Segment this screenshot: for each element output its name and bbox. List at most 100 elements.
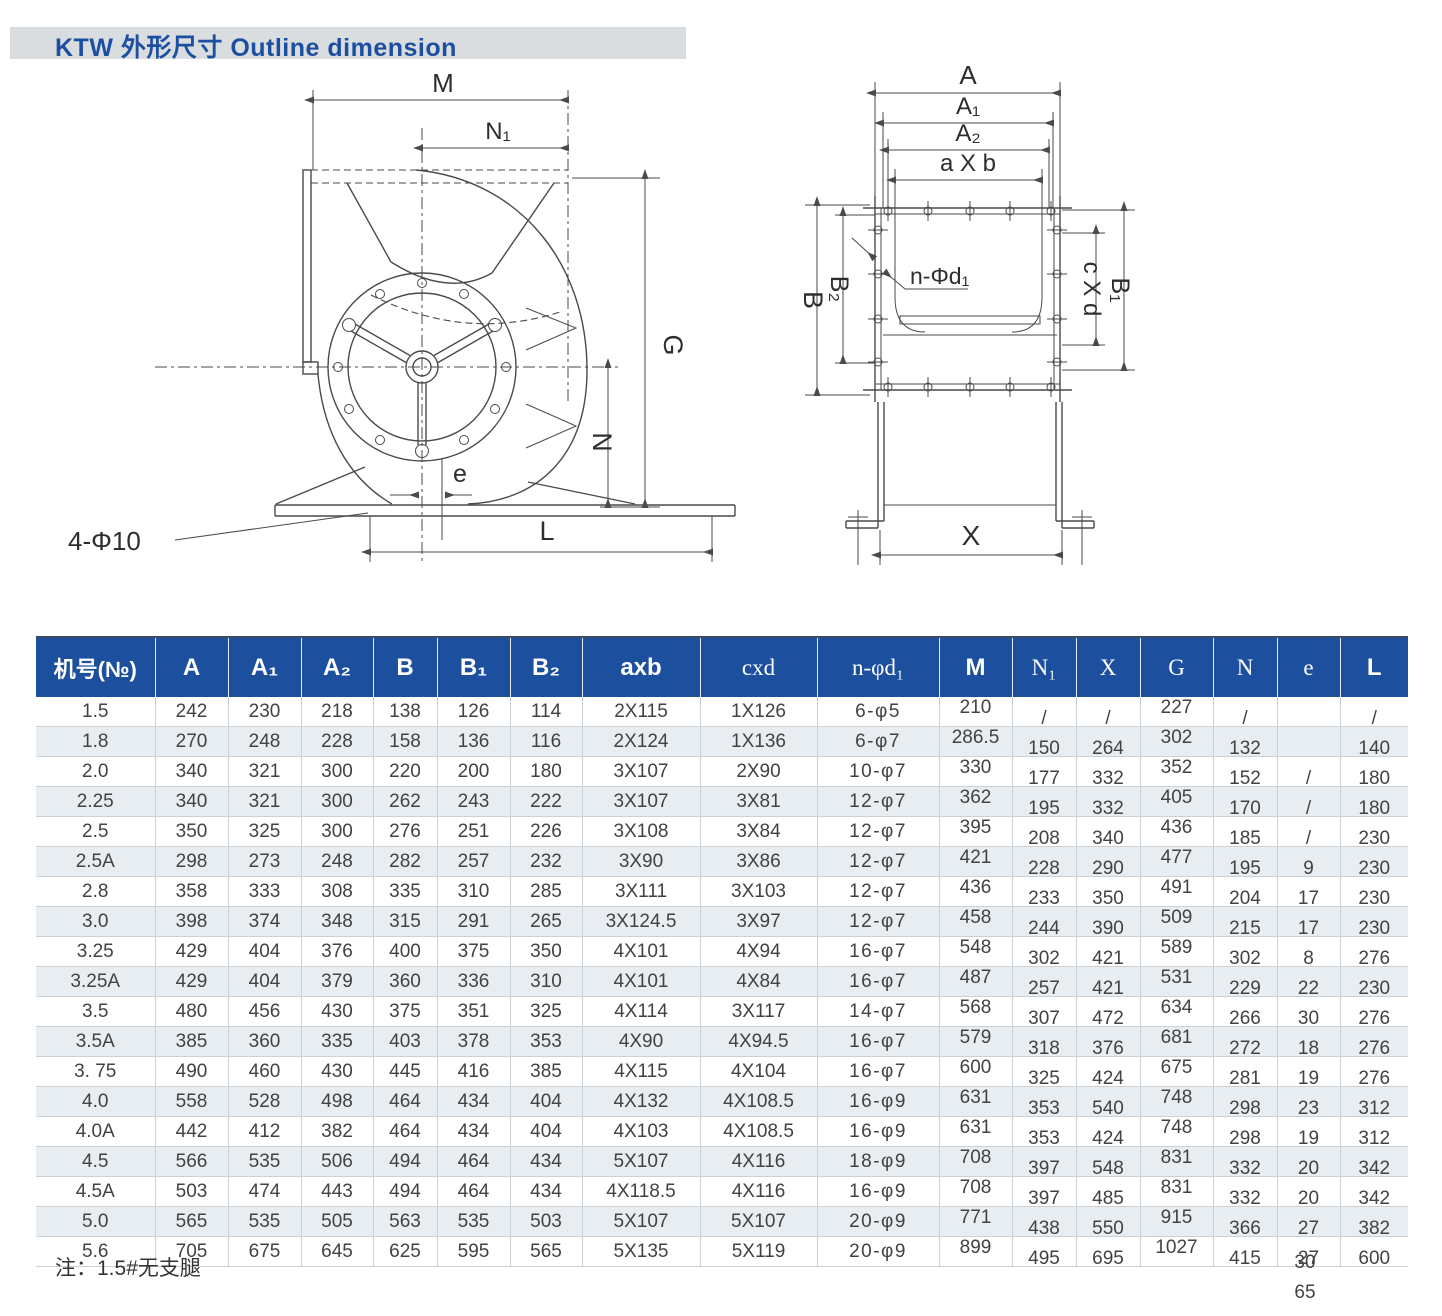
table-cell: 210 (939, 693, 1013, 723)
table-cell: 222 (510, 786, 583, 817)
table-cell: 540 (1076, 1093, 1141, 1124)
table-cell: 318 (1012, 1033, 1077, 1064)
table-cell: 300 (301, 786, 374, 817)
table-cell: 430 (301, 1056, 374, 1087)
table-cell: 23 (1277, 1093, 1341, 1124)
table-cell: 350 (510, 936, 583, 967)
table-cell: 397 (1012, 1153, 1077, 1184)
table-cell: 464 (437, 1176, 511, 1207)
table-cell: 3.5 (36, 996, 156, 1027)
table-cell: 138 (373, 697, 438, 727)
table-cell: 4X116 (700, 1146, 818, 1177)
table-row: 3.0 398 374 348 315 291 265 3X124.5 3X97 12-φ7 458… (36, 902, 1408, 944)
table-row: 4.5A 503 474 443 494 464 434 4X118.5 4X116 16-φ9 7… (36, 1172, 1408, 1214)
table-cell: 4X115 (582, 1056, 701, 1087)
table-cell: 1.8 (36, 726, 156, 757)
table-cell: 352 (1140, 752, 1214, 783)
table-cell: 185 (1213, 823, 1278, 854)
table-cell: 3X124.5 (582, 906, 701, 937)
table-row: 1.8 270 248 228 158 136 116 2X124 1X136 6-φ7 286.5… (36, 722, 1408, 764)
table-cell: 3X81 (700, 786, 818, 817)
column-header-14: N (1213, 637, 1278, 697)
table-cell: 358 (155, 876, 229, 907)
table-cell: 276 (1340, 943, 1408, 974)
table-cell: 342 (1340, 1183, 1408, 1214)
table-cell: 20 (1277, 1183, 1341, 1214)
table-cell: 831 (1140, 1172, 1214, 1203)
table-cell: 490 (155, 1056, 229, 1087)
table-cell: 14-φ7 (817, 996, 940, 1027)
table-cell: 18 (1277, 1033, 1341, 1064)
dim-label-B: B (798, 291, 828, 309)
dim-label-X: X (962, 520, 981, 551)
table-cell: 434 (510, 1176, 583, 1207)
flange-bolt-holes (868, 201, 1067, 397)
table-cell: 362 (939, 782, 1013, 813)
table-cell: 360 (373, 966, 438, 997)
table-cell: 265 (510, 906, 583, 937)
table-cell: 506 (301, 1146, 374, 1177)
table-cell: 290 (1076, 853, 1141, 884)
table-cell: 375 (437, 936, 511, 967)
table-cell: 6-φ7 (817, 726, 940, 757)
table-cell: 3X111 (582, 876, 701, 907)
table-cell: 579 (939, 1022, 1013, 1053)
table-cell: 229 (1213, 973, 1278, 1004)
table-cell: 10-φ7 (817, 756, 940, 787)
table-cell: 332 (1213, 1153, 1278, 1184)
table-cell: 20 (1277, 1153, 1341, 1184)
table-cell: 503 (155, 1176, 229, 1207)
table-cell: 378 (437, 1026, 511, 1057)
table-cell: 445 (373, 1056, 438, 1087)
table-cell: 177 (1012, 763, 1077, 794)
table-cell: 831 (1140, 1142, 1214, 1173)
table-cell: 273 (228, 846, 302, 877)
table-cell: 244 (1012, 913, 1077, 944)
table-cell: 302 (1012, 943, 1077, 974)
overflow-value: 30 (1294, 1252, 1316, 1273)
table-cell: 4X108.5 (700, 1086, 818, 1117)
table-cell: 595 (437, 1236, 511, 1267)
table-cell: 1.5 (36, 697, 156, 727)
table-cell: 16-φ7 (817, 936, 940, 967)
table-cell: 565 (155, 1206, 229, 1237)
table-cell: 262 (373, 786, 438, 817)
table-cell: 505 (301, 1206, 374, 1237)
table-cell: 376 (301, 936, 374, 967)
table-cell: 116 (510, 726, 583, 757)
side-view-diagram: A A₁ A₂ a X b (798, 62, 1135, 565)
table-cell: 5X135 (582, 1236, 701, 1267)
table-cell: 436 (939, 872, 1013, 903)
table-cell: 487 (939, 962, 1013, 993)
table-row: 1.5 242 230 218 138 126 114 2X115 1X126 6-φ5 210//… (36, 693, 1408, 734)
table-cell: 16-φ9 (817, 1116, 940, 1147)
table-cell: / (1277, 823, 1341, 854)
table-cell: 248 (301, 846, 374, 877)
table-cell: 509 (1140, 902, 1214, 933)
table-cell: 335 (373, 876, 438, 907)
base-holes-label: 4-Φ10 (68, 526, 141, 556)
table-cell: 634 (1140, 992, 1214, 1023)
table-cell: 563 (373, 1206, 438, 1237)
table-row: 4.5 566 535 506 494 464 434 5X107 4X116 18-φ9 708 3… (36, 1142, 1408, 1184)
table-cell: 300 (301, 756, 374, 787)
table-cell: 3. 75 (36, 1056, 156, 1087)
table-cell: 16-φ7 (817, 1026, 940, 1057)
table-cell: 351 (437, 996, 511, 1027)
table-cell: 4X101 (582, 936, 701, 967)
table-cell: 600 (1340, 1243, 1408, 1274)
table-cell: 3X108 (582, 816, 701, 847)
table-cell: / (1076, 704, 1141, 734)
dim-label-cxd: c X d (1078, 262, 1105, 317)
table-cell: 248 (228, 726, 302, 757)
table-cell: 404 (510, 1086, 583, 1117)
dim-label-B2: B₂ (825, 276, 853, 302)
table-cell: 264 (1076, 733, 1141, 764)
table-cell: 3X103 (700, 876, 818, 907)
dim-label-A1: A₁ (956, 93, 980, 120)
table-cell: 771 (939, 1202, 1013, 1233)
table-cell: 416 (437, 1056, 511, 1087)
table-cell: 251 (437, 816, 511, 847)
